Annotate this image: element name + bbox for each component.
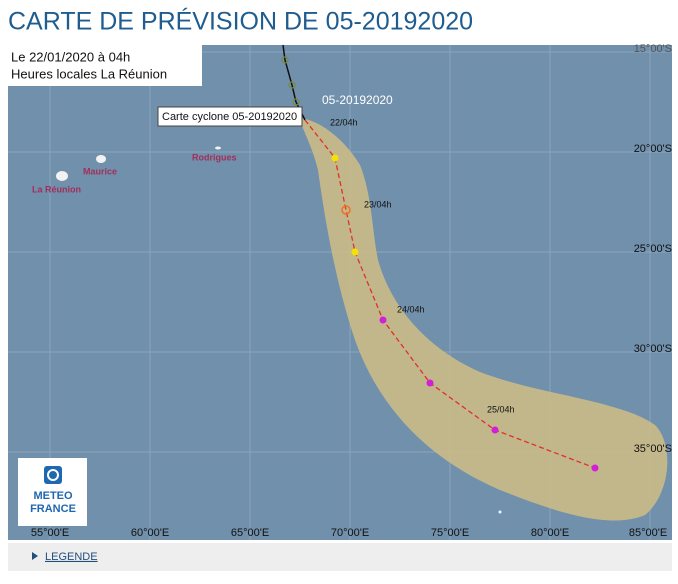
legend-link[interactable]: LEGENDE — [45, 551, 98, 563]
tooltip-text: Carte cyclone 05-20192020 — [162, 111, 297, 123]
logo-text: METEO — [33, 490, 73, 502]
place-name: Rodrigues — [192, 152, 237, 162]
lon-label: 85°00'E — [629, 527, 667, 539]
longitude-labels: 55°00'E 60°00'E 65°00'E 70°00'E 75°00'E … — [31, 527, 667, 539]
lon-label: 75°00'E — [431, 527, 469, 539]
track-label: 22/04h — [330, 117, 358, 127]
lon-label: 65°00'E — [231, 527, 269, 539]
uncertainty-cone — [300, 118, 668, 521]
lat-label: 15°00'S — [634, 43, 672, 55]
track-label: 25/04h — [487, 404, 515, 414]
lat-label: 20°00'S — [634, 143, 672, 155]
lon-label: 80°00'E — [531, 527, 569, 539]
title: CARTE DE PRÉVISION DE 05-20192020 — [8, 7, 473, 36]
track-labels: 22/04h 23/04h 24/04h 25/04h — [330, 117, 515, 414]
track-label: 24/04h — [397, 304, 425, 314]
legend-arrow[interactable] — [32, 552, 38, 560]
past-points — [281, 56, 300, 106]
tooltip — [157, 106, 303, 127]
lat-label: 30°00'S — [634, 343, 672, 355]
storm-label: 05-20192020 — [322, 93, 393, 107]
forecast-points — [331, 154, 599, 472]
info-timezone: Heures locales La Réunion — [11, 66, 167, 81]
place-name: Maurice — [83, 166, 117, 176]
lat-label: 35°00'S — [634, 443, 672, 455]
info-box — [8, 45, 202, 86]
lat-label: 25°00'S — [634, 243, 672, 255]
place-name: La Réunion — [32, 184, 81, 194]
islands — [56, 146, 502, 514]
logo-icon-ring — [47, 469, 59, 481]
logo-text: FRANCE — [30, 503, 76, 515]
legend-bar — [8, 543, 672, 571]
info-date: Le 22/01/2020 à 04h — [11, 49, 130, 64]
lon-label: 70°00'E — [331, 527, 369, 539]
place-names: Maurice La Réunion Rodrigues — [32, 152, 237, 194]
logo-icon — [44, 466, 62, 484]
forecast-track — [304, 119, 596, 469]
latitude-labels: 15°00'S 20°00'S 25°00'S 30°00'S 35°00'S — [634, 43, 672, 455]
lon-label: 60°00'E — [131, 527, 169, 539]
track-label: 23/04h — [364, 199, 392, 209]
lon-label: 55°00'E — [31, 527, 69, 539]
